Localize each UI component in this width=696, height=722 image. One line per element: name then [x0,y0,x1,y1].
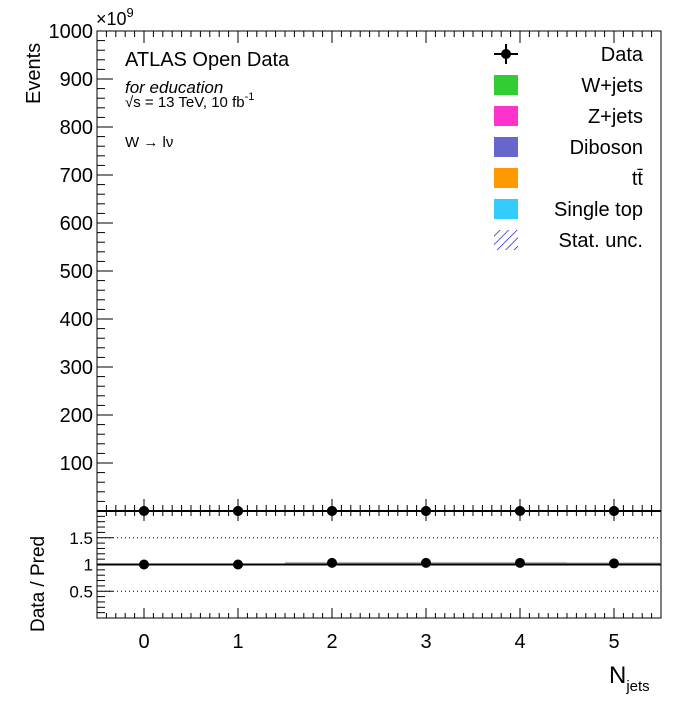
legend-label: tt̄ [632,168,644,190]
ratio-upper-point [421,506,431,516]
legend-hatch-swatch [494,230,518,250]
legend-swatch [494,137,518,157]
experiment-label: ATLAS Open Data [125,49,290,71]
legend: Data W+jets Z+jets Diboson tt̄ Single top Stat… [494,44,644,252]
ratio-unity-band [97,561,661,566]
legend-label: Single top [554,199,643,221]
ratio-x-axis: 0 1 2 3 4 5 [96,511,662,653]
main-y-tick-label: 200 [60,405,93,427]
ratio-point [609,558,619,569]
x-axis-label: Njets [609,662,650,695]
x-tick-label: 1 [232,631,243,653]
ratio-data-points [139,506,619,570]
main-y-tick-label: 300 [60,357,93,379]
energy-lumi-label: √s = 13 TeV, 10 fb-1 [125,91,254,111]
ratio-point [421,557,431,568]
main-y-tick-label: 800 [60,117,93,139]
ratio-point [139,559,149,570]
ratio-upper-point [233,506,243,516]
channel-label: W → lν [125,134,173,151]
main-y-axis-label: Events [23,43,45,104]
ratio-upper-point [139,506,149,516]
subtitle-label: for education [125,78,223,97]
x-tick-label: 3 [420,631,431,653]
main-y-tick-label: 500 [60,261,93,283]
ratio-y-tick-label: 1.5 [69,529,93,548]
ratio-point [327,557,337,568]
legend-swatch [494,106,518,126]
legend-label: Diboson [570,137,643,159]
legend-swatch [494,168,518,188]
x-tick-label: 0 [138,631,149,653]
ratio-y-axis-label: Data / Pred [28,536,49,632]
main-y-tick-label: 700 [60,165,93,187]
main-y-axis: 100 200 300 400 500 600 700 800 900 1000 [49,21,113,512]
main-y-tick-label: 1000 [49,21,94,43]
legend-label: W+jets [581,75,643,97]
legend-swatch [494,75,518,95]
main-y-tick-label: 900 [60,69,93,91]
legend-label: Z+jets [588,106,643,128]
legend-data-marker [501,49,511,59]
y-exponent-label: ×109 [96,5,134,29]
ratio-point [515,557,525,568]
legend-swatch [494,199,518,219]
ratio-upper-point [515,506,525,516]
ratio-y-tick-label: 0.5 [69,582,93,601]
legend-label: Stat. unc. [559,230,644,252]
x-tick-label: 4 [514,631,525,653]
ratio-upper-point [609,506,619,516]
main-y-tick-label: 100 [60,453,93,475]
ratio-upper-point [327,506,337,516]
x-tick-label: 2 [326,631,337,653]
main-y-tick-label: 400 [60,309,93,331]
x-tick-label: 5 [608,631,619,653]
ratio-y-axis: 0.5 1 1.5 [69,510,113,619]
ratio-point [233,559,243,570]
main-y-tick-label: 600 [60,213,93,235]
ratio-y-tick-label: 1 [84,556,93,575]
legend-label: Data [601,44,644,66]
